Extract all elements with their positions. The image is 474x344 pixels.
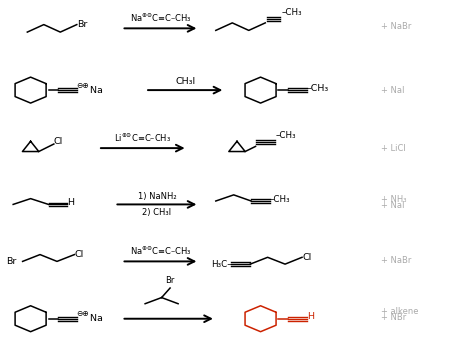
Text: Na$^{⊕⊖}$C≡C–CH₃: Na$^{⊕⊖}$C≡C–CH₃ [130,245,191,257]
Text: Na: Na [87,86,103,95]
Text: –CH₃: –CH₃ [275,131,296,140]
Text: Li$^{⊕⊖}$C≡C–CH₃: Li$^{⊕⊖}$C≡C–CH₃ [114,132,171,144]
Text: + NaI: + NaI [381,201,404,210]
Text: H: H [67,198,74,207]
Text: + NaBr: + NaBr [381,22,411,32]
Text: Br: Br [6,257,17,266]
Text: –CH₃: –CH₃ [307,84,329,93]
Text: Na$^{⊕⊖}$C≡C–CH₃: Na$^{⊕⊖}$C≡C–CH₃ [130,12,191,24]
Text: CH₃I: CH₃I [175,77,195,86]
Text: –CH₃: –CH₃ [270,195,291,204]
Text: H₃C–: H₃C– [211,260,232,269]
Text: ⊖⊕: ⊖⊕ [77,310,90,319]
Text: + alkene: + alkene [381,307,418,316]
Text: Na: Na [87,314,103,323]
Text: + NBr: + NBr [381,312,406,322]
Text: 1) NaNH₂: 1) NaNH₂ [137,192,176,201]
Text: 2) CH₃I: 2) CH₃I [142,208,172,217]
Text: Br: Br [165,276,175,285]
Text: + NaI: + NaI [381,86,404,95]
Text: H: H [307,312,314,321]
Text: ⊖⊕: ⊖⊕ [77,81,90,90]
Text: + NH₃: + NH₃ [381,195,406,204]
Text: Cl: Cl [54,137,63,146]
Text: Cl: Cl [302,253,311,262]
Text: + LiCl: + LiCl [381,143,405,153]
Text: + NaBr: + NaBr [381,256,411,265]
Text: Br: Br [77,20,87,29]
Text: Cl: Cl [74,250,84,259]
Text: –CH₃: –CH₃ [282,8,302,17]
